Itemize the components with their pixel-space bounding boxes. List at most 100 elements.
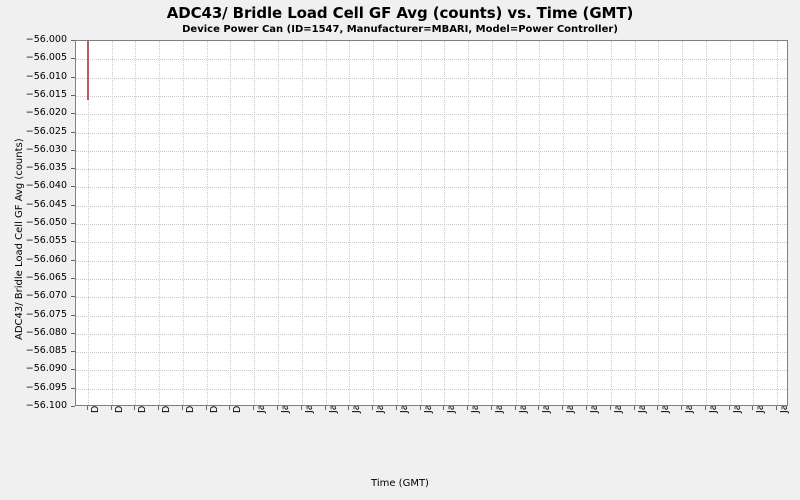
grid-line-vertical [135, 41, 137, 405]
grid-line-horizontal [76, 205, 787, 207]
grid-line-horizontal [76, 370, 787, 372]
y-axis-tick-label: −56.065 [25, 271, 67, 283]
grid-line-vertical [159, 41, 161, 405]
x-axis-tick-mark [134, 406, 136, 410]
grid-line-horizontal [76, 150, 787, 152]
x-axis-tick-mark [728, 406, 730, 410]
x-axis-tick-mark [181, 406, 183, 410]
y-axis-tick-mark [71, 314, 75, 316]
x-axis-tick-mark [253, 406, 255, 410]
y-axis-tick-mark [71, 113, 75, 115]
grid-line-vertical [182, 41, 184, 405]
x-axis-tick-mark [609, 406, 611, 410]
grid-line-vertical [539, 41, 541, 405]
x-axis-tick-mark [704, 406, 706, 410]
y-axis-tick-mark [71, 131, 75, 133]
y-axis-tick-mark [71, 40, 75, 41]
y-axis-tick-label: −56.025 [25, 125, 67, 137]
chart-subtitle: Device Power Can (ID=1547, Manufacturer=… [182, 24, 618, 35]
x-axis-tick-mark [229, 406, 231, 410]
grid-line-vertical [301, 41, 303, 405]
x-axis-tick-mark [419, 406, 421, 410]
x-axis-tick-mark [752, 406, 754, 410]
grid-line-vertical [634, 41, 636, 405]
chart-title: ADC43/ Bridle Load Cell GF Avg (counts) … [166, 4, 634, 22]
y-axis-tick-label: −56.020 [25, 107, 67, 119]
y-axis-tick-label: −56.100 [25, 400, 67, 411]
grid-line-vertical [349, 41, 351, 405]
grid-lines [76, 41, 787, 405]
grid-line-vertical [87, 41, 89, 405]
y-axis-tick-label: −56.000 [25, 34, 67, 45]
grid-line-vertical [230, 41, 232, 405]
y-axis-tick-mark [71, 406, 75, 407]
grid-line-vertical [610, 41, 612, 405]
grid-line-vertical [515, 41, 517, 405]
x-axis-tick-mark [324, 406, 326, 410]
y-axis-tick-mark [71, 296, 75, 298]
y-axis-tick-label: −56.030 [25, 143, 67, 155]
x-axis-tick-mark [562, 406, 564, 410]
y-axis-tick-mark [71, 76, 75, 78]
grid-line-vertical [753, 41, 755, 405]
grid-line-vertical [563, 41, 565, 405]
y-axis-tick-mark [71, 277, 75, 279]
y-axis-tick-label: −56.090 [25, 363, 67, 375]
grid-line-horizontal [76, 260, 787, 262]
x-axis-tick-mark [395, 406, 397, 410]
x-axis-tick-mark [277, 406, 279, 410]
y-axis-tick-label: −56.040 [25, 180, 67, 192]
grid-line-vertical [468, 41, 470, 405]
grid-line-horizontal [76, 187, 787, 189]
grid-line-vertical [444, 41, 446, 405]
grid-line-vertical [658, 41, 660, 405]
grid-line-vertical [396, 41, 398, 405]
x-axis-tick-mark [681, 406, 683, 410]
x-axis-tick-mark [300, 406, 302, 410]
grid-line-vertical [682, 41, 684, 405]
grid-line-horizontal [76, 224, 787, 225]
x-axis-tick-mark [514, 406, 516, 410]
y-axis-tick-mark [71, 149, 75, 151]
y-axis-tick-label: −56.075 [25, 308, 67, 320]
grid-line-horizontal [76, 333, 787, 335]
x-axis-tick-mark [776, 406, 778, 410]
grid-line-vertical [254, 41, 256, 405]
grid-line-vertical [777, 41, 779, 405]
y-axis-tick-label: −56.095 [25, 381, 67, 393]
x-axis-tick-mark [585, 406, 587, 410]
x-axis-tick-mark [657, 406, 659, 410]
plot-area [75, 40, 788, 406]
y-axis-tick-mark [71, 259, 75, 261]
x-axis-tick-mark [205, 406, 207, 410]
x-axis-tick-mark [467, 406, 469, 410]
grid-line-vertical [420, 41, 422, 405]
grid-line-horizontal [76, 242, 787, 244]
grid-line-vertical [491, 41, 493, 405]
y-axis-tick-mark [71, 369, 75, 371]
y-axis-tick-label: −56.050 [25, 217, 67, 228]
x-axis-tick-mark [490, 406, 492, 410]
x-axis-tick-mark [633, 406, 635, 410]
y-axis-tick-mark [71, 241, 75, 243]
y-axis-tick-mark [71, 186, 75, 188]
y-axis-tick-label: −56.045 [25, 198, 67, 210]
grid-line-horizontal [76, 352, 787, 354]
y-axis-tick-label: −56.010 [25, 70, 67, 82]
grid-line-horizontal [76, 297, 787, 299]
grid-line-horizontal [76, 132, 787, 134]
y-axis-tick-mark [71, 223, 75, 224]
x-axis-tick-mark [86, 406, 88, 410]
grid-line-vertical [111, 41, 113, 405]
grid-line-horizontal [76, 315, 787, 317]
data-series-line [86, 41, 89, 100]
grid-line-horizontal [76, 169, 787, 171]
data-series-layer [76, 41, 787, 405]
grid-line-vertical [705, 41, 707, 405]
y-axis-tick-label: −56.005 [25, 52, 67, 64]
x-axis-tick-mark [372, 406, 374, 410]
y-axis-tick-label: −56.035 [25, 162, 67, 174]
grid-line-vertical [325, 41, 327, 405]
y-axis-tick-label: −56.070 [25, 290, 67, 302]
grid-line-vertical [278, 41, 280, 405]
